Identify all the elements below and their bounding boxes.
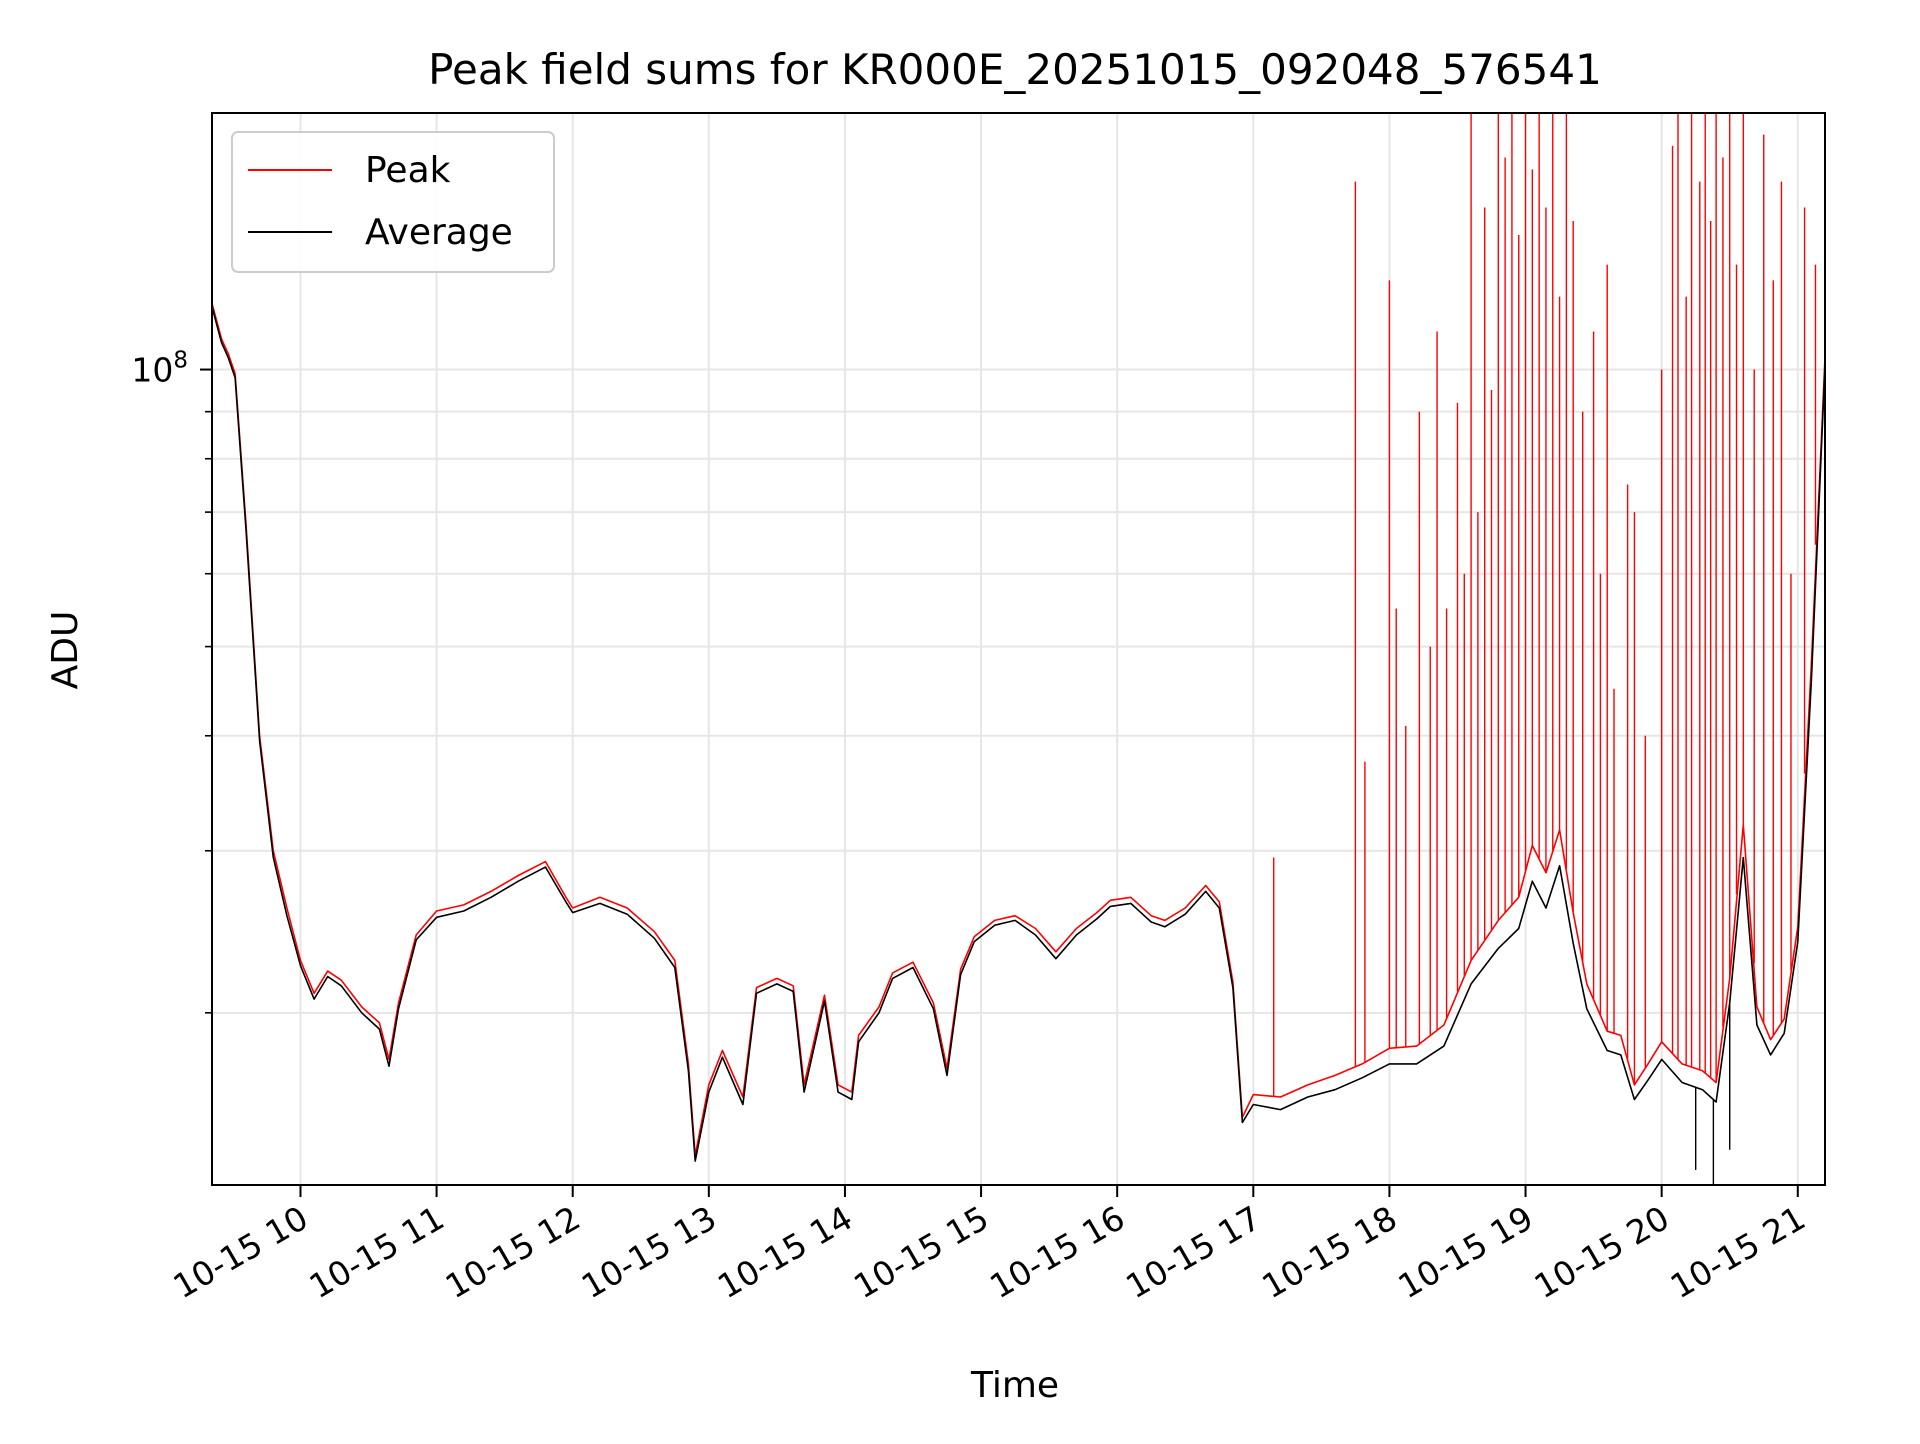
legend-label-average: Average (365, 212, 513, 253)
x-tick-label: 10-15 19 (1392, 1198, 1540, 1306)
data-layer (211, 113, 1826, 1185)
x-tick-label: 10-15 12 (439, 1198, 587, 1306)
legend-box (231, 131, 555, 273)
x-tick-label: 10-15 10 (166, 1198, 314, 1306)
y-axis-label: ADU (45, 611, 86, 690)
plot-frame (211, 112, 1826, 1186)
x-axis-label: Time (970, 1365, 1059, 1406)
y-tick-label: 108 (131, 348, 188, 390)
grid-layer (212, 113, 1825, 1185)
x-tick-label: 10-15 20 (1528, 1198, 1676, 1306)
x-tick-label: 10-15 11 (303, 1198, 451, 1306)
x-tick-label: 10-15 15 (847, 1198, 995, 1306)
x-tick-label: 10-15 17 (1119, 1198, 1267, 1306)
x-tick-label: 10-15 13 (575, 1198, 723, 1306)
legend-label-peak: Peak (365, 150, 451, 191)
x-tick-label: 10-15 16 (983, 1198, 1131, 1306)
x-tick-label: 10-15 14 (711, 1198, 859, 1306)
x-tick-label: 10-15 21 (1664, 1198, 1812, 1306)
legend: Peak Average (231, 131, 555, 273)
x-tick-label: 10-15 18 (1255, 1198, 1403, 1306)
chart-title: Peak field sums for KR000E_20251015_0920… (428, 45, 1602, 94)
series-line-average (211, 306, 1826, 1162)
series-line-peak (211, 303, 1826, 1157)
